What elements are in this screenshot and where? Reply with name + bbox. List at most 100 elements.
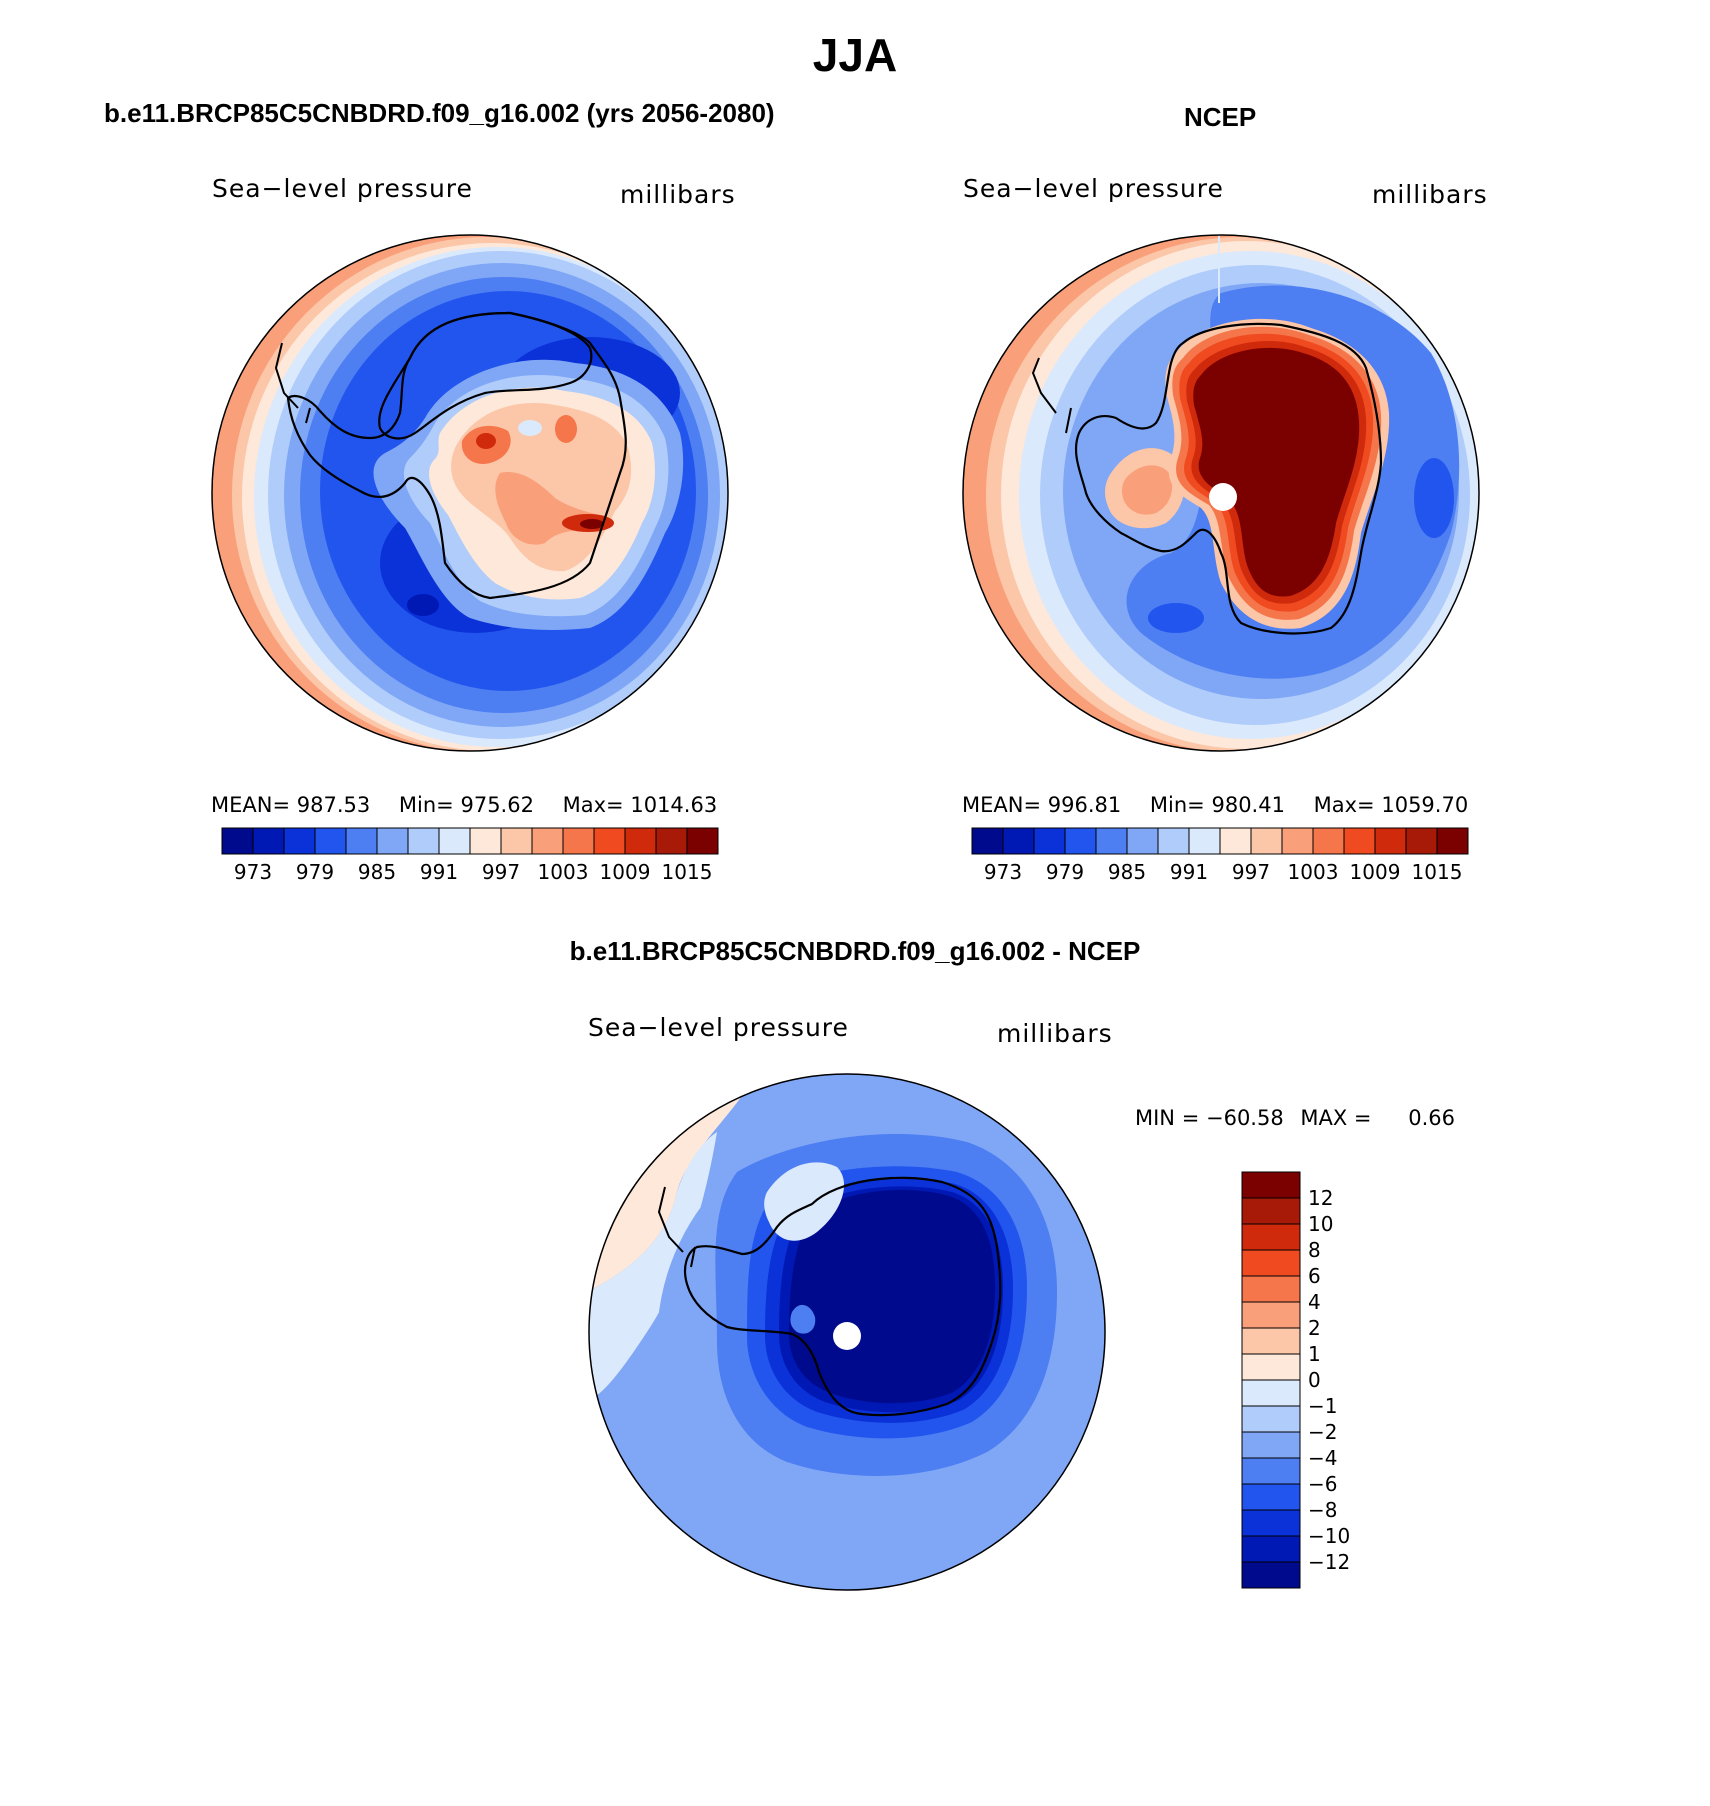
panel-2-mean-label: MEAN= — [962, 793, 1042, 817]
colorbar-swatch — [562, 827, 595, 855]
colorbar-tick-label: 12 — [1308, 1186, 1333, 1210]
south-america-coastline — [589, 1202, 602, 1223]
colorbar-tick-label: 985 — [358, 860, 396, 884]
negative-anomaly-core — [789, 1189, 995, 1404]
colorbar-swatch — [1343, 827, 1376, 855]
anomaly-contour — [790, 1304, 816, 1334]
colorbar-swatch — [1126, 827, 1159, 855]
colorbar-swatch — [283, 827, 316, 855]
colorbar-tick-label: 979 — [1046, 860, 1084, 884]
colorbar-tick-label: 1015 — [662, 860, 713, 884]
panel-1-min-label: Min= — [398, 793, 454, 817]
panel-1-polar-map — [211, 234, 729, 752]
panel-3-stats: MIN = −60.58 MAX = 0.66 — [1135, 1106, 1455, 1130]
colorbar-swatch — [1241, 1353, 1301, 1381]
map-border — [588, 1073, 1106, 1591]
panel-3-variable-label: Sea−level pressure — [588, 1013, 849, 1042]
colorbar-swatch — [1241, 1197, 1301, 1225]
colorbar-swatch — [1095, 827, 1128, 855]
colorbar-swatch — [1241, 1561, 1301, 1589]
colorbar-tick-label: 985 — [1108, 860, 1146, 884]
colorbar-tick-label: 0 — [1308, 1368, 1321, 1392]
high-pressure-core — [1193, 347, 1360, 597]
anomaly-contour — [764, 1162, 845, 1241]
colorbar-tick-label: 991 — [420, 860, 458, 884]
low-pressure-cell — [518, 420, 542, 436]
antarctica-coastline — [286, 311, 627, 600]
colorbar-tick-label: −1 — [1308, 1394, 1337, 1418]
colorbar-tick-label: 1009 — [600, 860, 651, 884]
colorbar-tick-label: −10 — [1308, 1524, 1350, 1548]
panel-2-title: NCEP — [1184, 102, 1257, 132]
colorbar-swatch — [593, 827, 626, 855]
panel-2-min-value: 980.41 — [1211, 793, 1285, 817]
panel-1-units-label: millibars — [620, 180, 736, 209]
panel-3-max-value: 0.66 — [1408, 1106, 1455, 1130]
panel-2-max-label: Max= — [1313, 793, 1375, 817]
colorbar-swatch — [1188, 827, 1221, 855]
map-border — [211, 234, 729, 752]
colorbar-swatch — [531, 827, 564, 855]
colorbar-swatch — [1405, 827, 1438, 855]
colorbar-tick-label: −12 — [1308, 1550, 1350, 1574]
colorbar-swatch — [1157, 827, 1190, 855]
colorbar-tick-label: 6 — [1308, 1264, 1321, 1288]
panel-1-variable-label: Sea−level pressure — [212, 174, 473, 203]
colorbar-swatch — [1241, 1483, 1301, 1511]
colorbar-swatch — [376, 827, 409, 855]
panel-3-min-label: MIN = — [1135, 1106, 1200, 1130]
colorbar-tick-label: 10 — [1308, 1212, 1333, 1236]
colorbar-swatch — [1002, 827, 1035, 855]
colorbar-swatch — [1033, 827, 1066, 855]
colorbar-swatch — [314, 827, 347, 855]
colorbar-tick-label: 1003 — [538, 860, 589, 884]
panel-1-mean-value: 987.53 — [296, 793, 371, 817]
antarctica-coastline — [683, 1176, 1002, 1417]
colorbar-swatch — [345, 827, 378, 855]
colorbar-tick-label: −4 — [1308, 1446, 1337, 1470]
colorbar-swatch — [469, 827, 502, 855]
high-pressure-cell — [1121, 465, 1173, 515]
colorbar-swatch — [1241, 1275, 1301, 1303]
high-pressure-core — [476, 433, 496, 449]
panel-2-mean-value: 996.81 — [1047, 793, 1122, 817]
panel-2-units-label: millibars — [1372, 180, 1488, 209]
colorbar-tick-label: 2 — [1308, 1316, 1321, 1340]
panel-2-stats: MEAN= 996.81 Min= 980.41 Max= 1059.70 — [962, 793, 1468, 817]
colorbar-swatch — [1241, 1509, 1301, 1537]
colorbar-tick-label: −2 — [1308, 1420, 1337, 1444]
peninsula-coastline — [1031, 357, 1072, 434]
low-pressure-cell — [1148, 603, 1204, 633]
pole-hole — [833, 1322, 861, 1350]
colorbar-tick-label: 997 — [1232, 860, 1270, 884]
colorbar-tick-label: 973 — [234, 860, 272, 884]
colorbar-tick-label: 979 — [296, 860, 334, 884]
panel-3-min-value: −60.58 — [1205, 1106, 1284, 1130]
colorbar-swatch — [1219, 827, 1252, 855]
panel-1-max-label: Max= — [562, 793, 624, 817]
colorbar-swatch — [1250, 827, 1283, 855]
panel-2-min-label: Min= — [1149, 793, 1205, 817]
colorbar-swatch — [500, 827, 533, 855]
colorbar-swatch — [1241, 1223, 1301, 1251]
colorbar-swatch — [1241, 1431, 1301, 1459]
colorbar-swatch — [1374, 827, 1407, 855]
colorbar-tick-label: 973 — [984, 860, 1022, 884]
colorbar-swatch — [1241, 1457, 1301, 1485]
south-america-coastline — [212, 363, 223, 384]
colorbar-swatch — [1312, 827, 1345, 855]
colorbar-tick-label: −6 — [1308, 1472, 1337, 1496]
colorbar-swatch — [1436, 827, 1469, 855]
low-pressure-cell — [1414, 458, 1454, 538]
high-pressure-cell — [555, 415, 577, 443]
colorbar-swatch — [655, 827, 688, 855]
colorbar-swatch — [252, 827, 285, 855]
panel-3-title: b.e11.BRCP85C5CNBDRD.f09_g16.002 - NCEP — [569, 936, 1141, 966]
panel-2-variable-label: Sea−level pressure — [963, 174, 1224, 203]
colorbar-tick-label: 1015 — [1412, 860, 1463, 884]
panel-3-units-label: millibars — [997, 1019, 1113, 1048]
colorbar-tick-label: 4 — [1308, 1290, 1321, 1314]
colorbar-swatch — [438, 827, 471, 855]
colorbar-swatch — [407, 827, 440, 855]
